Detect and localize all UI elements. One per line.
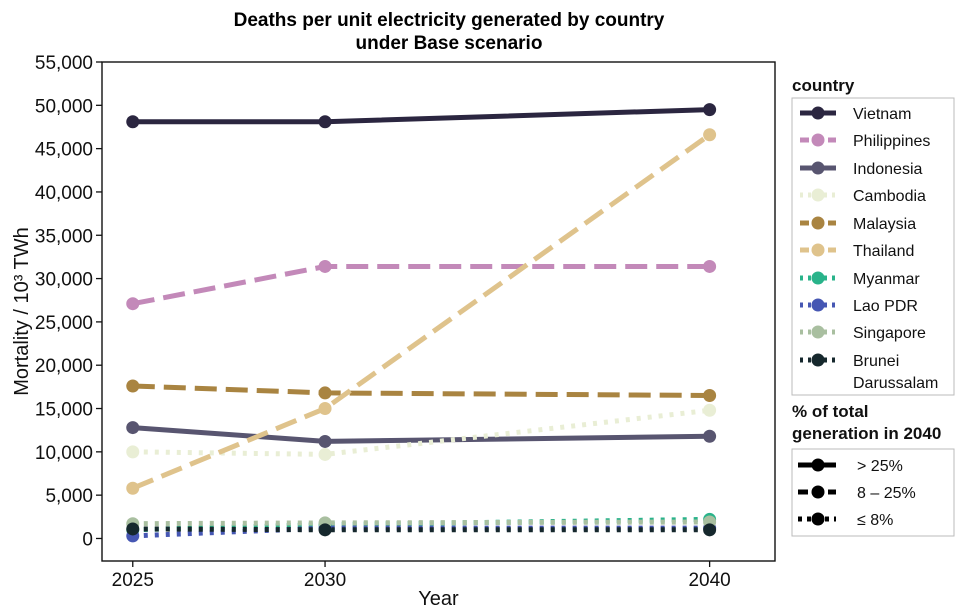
legend-share-title-line-2: generation in 2040	[792, 424, 941, 443]
point-vietnam-2025	[126, 115, 140, 129]
point-philippines-2030	[318, 259, 332, 273]
y-tick-label: 50,000	[35, 96, 93, 117]
y-tick-label: 35,000	[35, 226, 93, 247]
point-thailand-2030	[318, 402, 332, 416]
point-malaysia-2040	[703, 389, 717, 403]
series-line-malaysia	[132, 383, 710, 398]
legend-marker-lao-pdr	[811, 298, 825, 312]
y-tick-label: 15,000	[35, 400, 93, 421]
point-philippines-2040	[703, 259, 717, 273]
point-brunei-darussalam-2040	[703, 523, 717, 537]
series-line-indonesia	[132, 425, 710, 444]
legend-marker-malaysia	[811, 216, 825, 230]
legend-label-malaysia: Malaysia	[853, 216, 916, 233]
legend-share-marker-dotted	[811, 512, 825, 526]
y-tick-label: 45,000	[35, 140, 93, 161]
legend-marker-indonesia	[811, 161, 825, 175]
legend-share-label-dashed: 8 – 25%	[857, 485, 916, 502]
plot-frame	[101, 61, 776, 562]
legend-label-philippines: Philippines	[853, 133, 930, 150]
point-malaysia-2025	[126, 379, 140, 393]
x-tick-label: 2040	[688, 570, 730, 591]
legend-label-indonesia: Indonesia	[853, 161, 922, 178]
legend-marker-philippines	[811, 133, 825, 147]
legend-label-vietnam: Vietnam	[853, 106, 911, 123]
y-axis-title: Mortality / 10³ TWh	[11, 227, 33, 396]
y-tick-label: 5,000	[45, 486, 93, 507]
legend-marker-thailand	[811, 243, 825, 257]
series-line-thailand	[131, 132, 712, 491]
y-tick-label: 0	[82, 529, 93, 550]
point-brunei-darussalam-2030	[318, 523, 332, 537]
point-cambodia-2030	[318, 447, 332, 461]
legend-label-brunei-darussalam-line-1: Brunei	[853, 353, 899, 370]
y-tick-label: 25,000	[35, 313, 93, 334]
legend-marker-vietnam	[811, 106, 825, 120]
point-thailand-2025	[126, 481, 140, 495]
point-thailand-2040	[703, 128, 717, 142]
chart-title-line-2: under Base scenario	[356, 33, 543, 54]
legend-share-marker-solid	[811, 458, 825, 472]
point-indonesia-2025	[126, 421, 140, 435]
legend-country-box	[791, 97, 955, 396]
legend-marker-myanmar	[811, 271, 825, 285]
x-tick-label: 2030	[304, 570, 346, 591]
y-tick-label: 30,000	[35, 270, 93, 291]
legend-marker-singapore	[811, 325, 825, 339]
point-cambodia-2025	[126, 445, 140, 459]
legend-label-cambodia: Cambodia	[853, 188, 926, 205]
y-tick-label: 20,000	[35, 356, 93, 377]
chart-title-line-1: Deaths per unit electricity generated by…	[234, 10, 665, 31]
series-line-vietnam	[132, 107, 710, 125]
y-tick-label: 55,000	[35, 53, 93, 74]
legend-country-title: country	[792, 76, 855, 95]
point-cambodia-2040	[703, 403, 717, 417]
legend-share-marker-dashed	[811, 485, 825, 499]
series-line-singapore	[132, 519, 710, 527]
series-line-philippines	[132, 264, 710, 307]
y-tick-label: 10,000	[35, 443, 93, 464]
point-indonesia-2040	[703, 429, 717, 443]
point-vietnam-2040	[703, 103, 717, 117]
legend-share-label-solid: > 25%	[857, 458, 903, 475]
legend-share-box	[791, 448, 955, 537]
point-brunei-darussalam-2025	[126, 522, 140, 536]
point-indonesia-2030	[318, 434, 332, 448]
legend-label-lao-pdr: Lao PDR	[853, 298, 918, 315]
legend-marker-cambodia	[811, 188, 825, 202]
legend-label-brunei-darussalam-line-2: Darussalam	[853, 375, 938, 392]
x-axis-title: Year	[418, 588, 459, 609]
legend-label-singapore: Singapore	[853, 325, 926, 342]
legend-marker-brunei-darussalam	[811, 353, 825, 367]
point-vietnam-2030	[318, 115, 332, 129]
legend-share-title-line-1: % of total	[792, 402, 869, 421]
legend-label-myanmar: Myanmar	[853, 271, 920, 288]
series-layer	[126, 103, 717, 543]
series-line-brunei-darussalam	[132, 526, 710, 533]
point-philippines-2025	[126, 297, 140, 311]
x-tick-label: 2025	[112, 570, 154, 591]
legend-share-label-dotted: ≤ 8%	[857, 512, 893, 529]
point-malaysia-2030	[318, 386, 332, 400]
y-tick-label: 40,000	[35, 183, 93, 204]
legend-label-thailand: Thailand	[853, 243, 914, 260]
